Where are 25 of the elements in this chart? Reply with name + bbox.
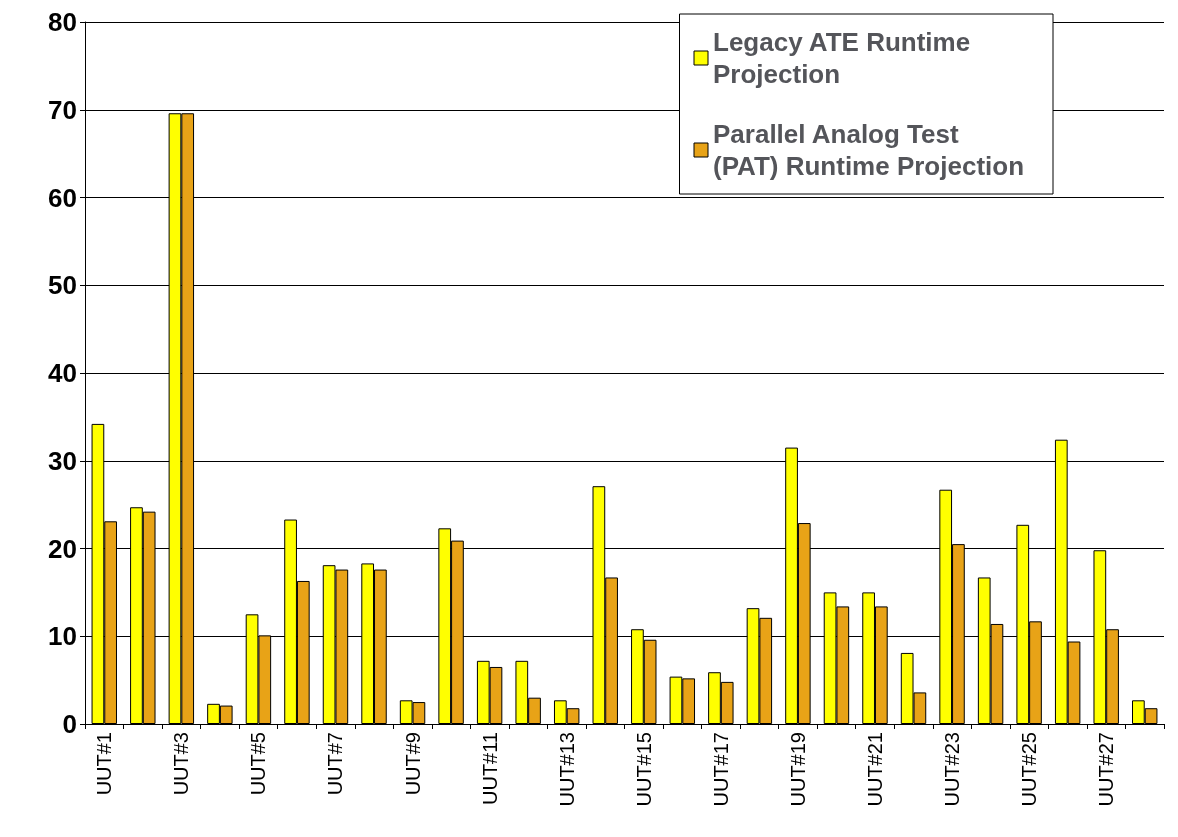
x-tick-label: UUT#7 xyxy=(324,732,347,796)
x-tick-label: UUT#15 xyxy=(632,732,655,807)
x-tick-label: UUT#13 xyxy=(555,732,578,807)
x-tick-label: UUT#19 xyxy=(786,732,809,807)
y-tick-label: 50 xyxy=(48,270,77,301)
x-tick-label: UUT#27 xyxy=(1095,732,1118,807)
x-tick-label: UUT#1 xyxy=(93,732,116,796)
legend-label: Parallel Analog Test (PAT) Runtime Projection xyxy=(713,119,1025,181)
x-tick-label: UUT#21 xyxy=(863,732,886,807)
y-tick-label: 0 xyxy=(62,709,77,739)
y-tick-label: 40 xyxy=(48,358,77,388)
x-tick-label: UUT#25 xyxy=(1018,732,1041,807)
x-tick-label: UUT#11 xyxy=(478,732,501,805)
x-tick-label: UUT#23 xyxy=(941,732,964,807)
y-tick-label: 10 xyxy=(48,621,77,652)
y-tick-label: 60 xyxy=(48,182,77,213)
y-tick-label: 20 xyxy=(48,533,77,564)
x-tick-label: UUT#5 xyxy=(247,732,270,796)
x-tick-label: UUT#17 xyxy=(709,732,732,807)
legend-label: Legacy ATE Runtime Projection xyxy=(713,27,978,89)
y-tick-label: 30 xyxy=(48,445,77,476)
y-tick-label: 80 xyxy=(48,7,77,37)
x-tick-label: UUT#3 xyxy=(170,732,193,796)
x-tick-label: UUT#9 xyxy=(401,732,424,796)
y-tick-label: 70 xyxy=(48,94,77,125)
